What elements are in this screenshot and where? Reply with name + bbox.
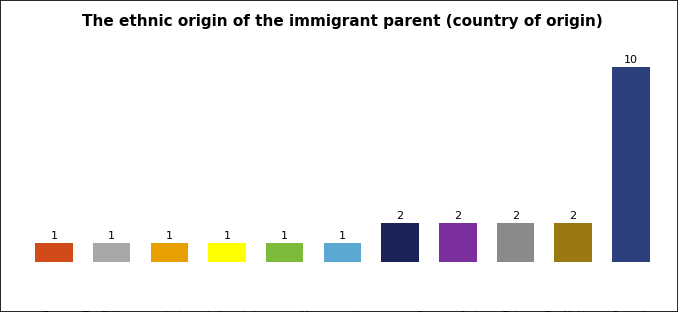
Text: 2: 2 (397, 211, 403, 221)
Legend: Egypt, The Philippines, Jordan, India, Indonesia, Marocco, Kazakhstan, Russia, S: Egypt, The Philippines, Jordan, India, I… (33, 311, 652, 312)
Bar (93, 242, 130, 262)
Text: 1: 1 (224, 231, 231, 241)
Text: 1: 1 (339, 231, 346, 241)
Text: 2: 2 (512, 211, 519, 221)
Bar (208, 242, 245, 262)
Text: 10: 10 (624, 55, 638, 65)
Bar (439, 223, 477, 262)
Text: 2: 2 (570, 211, 577, 221)
Text: 1: 1 (50, 231, 58, 241)
Bar (323, 242, 361, 262)
Title: The ethnic origin of the immigrant parent (country of origin): The ethnic origin of the immigrant paren… (82, 14, 603, 29)
Bar (266, 242, 304, 262)
Text: 1: 1 (108, 231, 115, 241)
Bar (497, 223, 534, 262)
Bar (381, 223, 419, 262)
Text: 2: 2 (454, 211, 461, 221)
Bar (35, 242, 73, 262)
Bar (555, 223, 592, 262)
Text: 1: 1 (281, 231, 288, 241)
Bar (151, 242, 188, 262)
Bar (612, 67, 650, 262)
Text: 1: 1 (166, 231, 173, 241)
